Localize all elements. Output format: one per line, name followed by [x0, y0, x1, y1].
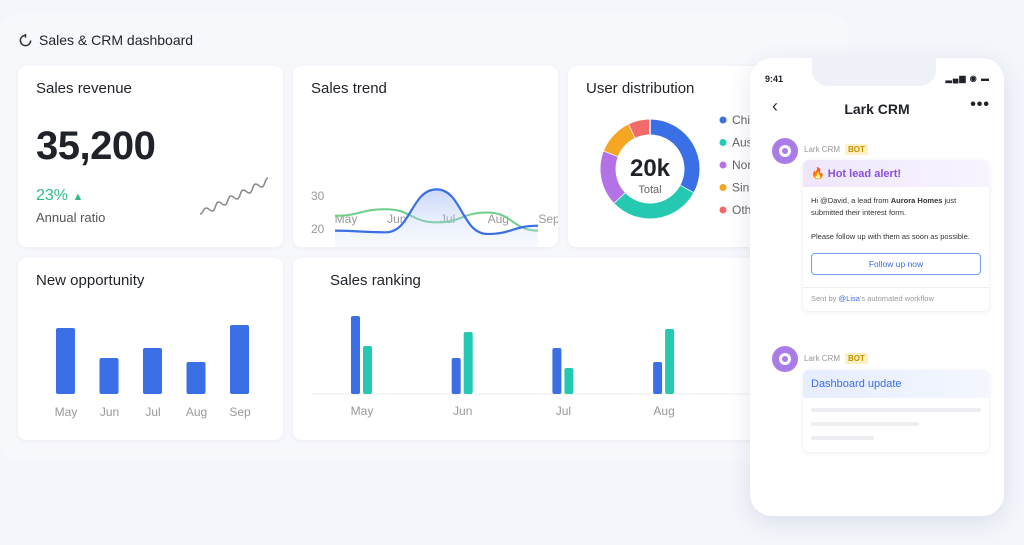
x-tick-label: May: [55, 405, 78, 419]
x-tick-label: Jul: [556, 404, 571, 418]
x-tick-label: Sep: [538, 212, 558, 226]
legend-dot: [719, 206, 727, 214]
new-opportunity-card[interactable]: New opportunity May Jun Jul Aug Sep: [18, 258, 283, 440]
bar-series-1: [351, 316, 360, 394]
user-distribution-card[interactable]: User distribution 20k Total Chi Aus Nor Sin Ot…: [568, 66, 768, 247]
card-title: Sales ranking: [330, 272, 421, 289]
hot-lead-message: 🔥 Hot lead alert! Hi @David, a lead from…: [803, 160, 989, 311]
bot-badge: BOT: [845, 144, 868, 155]
message-header: 🔥 Hot lead alert!: [803, 160, 989, 187]
x-tick-label: Aug: [186, 405, 207, 419]
bot-avatar[interactable]: [772, 138, 798, 164]
bar-series-1: [552, 348, 562, 394]
follow-up-now-button[interactable]: Follow up now: [811, 253, 981, 275]
user-distribution-chart: 20k Total Chi Aus Nor Sin Oth: [600, 113, 753, 219]
bar-series-2: [665, 329, 675, 394]
refresh-icon: [19, 33, 32, 46]
card-title: New opportunity: [36, 272, 145, 289]
phone-notch: [812, 58, 936, 86]
dashboard-title: Sales & CRM dashboard: [18, 32, 193, 48]
legend-dot: [719, 139, 727, 146]
bar: [99, 358, 119, 394]
legend-label: Nor: [732, 158, 751, 172]
sales-ranking-chart: May Jun Jul Aug: [311, 316, 763, 418]
bar-series-2: [564, 368, 574, 394]
sender-name: Lark CRM BOT: [804, 144, 868, 155]
pie-slice: [628, 119, 651, 138]
dashboard-update-message: Dashboard update: [803, 370, 989, 452]
bar: [230, 325, 249, 394]
x-tick-label: May: [351, 404, 374, 418]
signal-wifi-battery-icon: ▂▄▆ ◉ ▬: [945, 74, 990, 83]
slice-divider: [628, 123, 637, 139]
more-icon[interactable]: •••: [970, 96, 990, 113]
x-tick-label: Jul: [145, 405, 160, 419]
sender-name: Lark CRM BOT: [804, 353, 868, 364]
status-time: 9:41: [765, 74, 784, 84]
legend-dot: [719, 184, 727, 191]
x-tick-label: Jun: [453, 404, 472, 418]
x-tick-label: Jun: [100, 405, 119, 419]
message-body: Hi @David, a lead from Aurora Homes just…: [803, 187, 989, 287]
sales-trend-chart: 30200MayJunJulAugSep: [311, 188, 558, 247]
legend-label: Sin: [732, 181, 749, 195]
series-line: [334, 188, 539, 236]
sparkline: [199, 177, 269, 215]
bar-series-1: [653, 362, 663, 394]
pie-slice: [600, 150, 626, 203]
bar-series-2: [363, 346, 372, 394]
card-title: Sales trend: [311, 80, 387, 97]
legend-dot: [719, 116, 727, 124]
x-tick-label: Aug: [653, 404, 674, 418]
bar: [143, 348, 162, 394]
legend-label: Aus: [732, 136, 753, 150]
message-footer: Sent by @Lisa's automated workflow: [803, 287, 989, 311]
new-opportunity-chart: May Jun Jul Aug Sep: [55, 325, 251, 419]
skeleton-line: [811, 436, 875, 440]
phone-mockup: 9:41 ▂▄▆ ◉ ▬ ‹ Lark CRM ••• Lark CRM BOT …: [750, 58, 1004, 516]
pie-slice: [613, 185, 694, 219]
legend-dot: [719, 161, 727, 169]
ratio-value: 23% ▲: [36, 187, 84, 204]
sales-trend-card[interactable]: Sales trend 30200MayJunJulAugSep: [293, 66, 558, 247]
bot-badge: BOT: [845, 353, 868, 364]
bar: [56, 328, 75, 394]
up-arrow-icon: ▲: [72, 191, 84, 203]
legend-label: Oth: [732, 203, 751, 217]
x-tick-label: Jun: [387, 212, 406, 226]
sales-revenue-card[interactable]: Sales revenue 35,200 23% ▲ Annual ratio: [18, 66, 283, 247]
y-tick-label: 20: [311, 222, 325, 236]
sparkline-path: [199, 177, 269, 215]
bot-avatar[interactable]: [772, 346, 798, 372]
message-header: Dashboard update: [803, 370, 989, 398]
skeleton-line: [811, 422, 919, 426]
y-tick-label: 30: [311, 189, 325, 203]
card-title: Sales revenue: [36, 80, 132, 97]
skeleton-line: [811, 408, 981, 412]
center-value: 20k: [630, 155, 671, 182]
legend-label: Chi: [732, 113, 750, 127]
bar-series-1: [451, 358, 461, 394]
pie-slice: [649, 119, 700, 193]
back-chevron-icon[interactable]: ‹: [772, 96, 778, 116]
bar: [186, 362, 206, 394]
center-label: Total: [638, 184, 661, 196]
bar-series-2: [463, 332, 473, 394]
revenue-value: 35,200: [36, 124, 156, 168]
pie-slice: [603, 124, 636, 157]
card-title: User distribution: [586, 80, 695, 97]
chat-title: Lark CRM: [844, 101, 910, 117]
ratio-label: Annual ratio: [36, 210, 106, 225]
sales-ranking-card[interactable]: Sales ranking May Jun Jul Aug: [293, 258, 768, 440]
x-tick-label: Sep: [229, 405, 251, 419]
